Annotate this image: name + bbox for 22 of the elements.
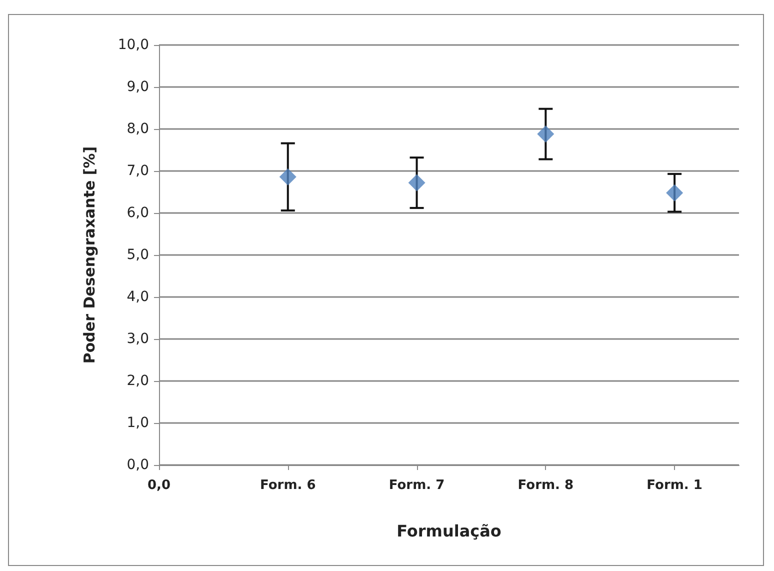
y-tick-label: 3,0 bbox=[126, 331, 149, 347]
y-tick-label: 1,0 bbox=[126, 415, 149, 431]
y-tick-label: 5,0 bbox=[126, 247, 149, 263]
point bbox=[279, 168, 296, 186]
point bbox=[408, 174, 426, 192]
point bbox=[666, 184, 684, 202]
y-tick-label: 10,0 bbox=[118, 37, 149, 53]
x-tick-label: Form. 1 bbox=[646, 478, 702, 493]
y-tick-label: 0,0 bbox=[126, 457, 149, 473]
y-tick-label: 8,0 bbox=[126, 121, 149, 137]
y-tick-label: 9,0 bbox=[126, 79, 149, 95]
x-tick-label: Form. 6 bbox=[260, 478, 316, 493]
y-tick-label: 6,0 bbox=[126, 205, 149, 221]
point bbox=[537, 126, 554, 143]
x-tick-label: Form. 7 bbox=[388, 478, 445, 493]
x-tick-label: Form. 8 bbox=[518, 478, 574, 493]
x-axis-title: Formulação bbox=[396, 522, 502, 540]
x-tick-label: 0,0 bbox=[147, 478, 171, 493]
y-tick-label: 4,0 bbox=[126, 289, 149, 305]
y-axis-title: Poder Desengraxante [%] bbox=[80, 146, 98, 364]
y-tick-label: 7,0 bbox=[126, 163, 149, 179]
y-tick-label: 2,0 bbox=[126, 373, 149, 389]
